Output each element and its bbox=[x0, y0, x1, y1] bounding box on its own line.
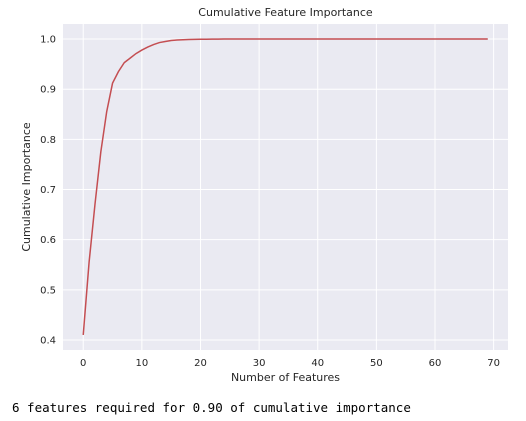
cumulative-importance-chart: 0 10 20 30 40 50 60 70 0.4 0.5 0.6 0.7 0.8 0.9 1.0 Cu… bbox=[20, 6, 508, 384]
y-tick-labels: 0.4 0.5 0.6 0.7 0.8 0.9 1.0 bbox=[40, 35, 56, 347]
cumulative-importance-line bbox=[82, 38, 488, 336]
y-tick-label: 0.9 bbox=[40, 85, 56, 96]
x-tick-label: 0 bbox=[80, 358, 86, 369]
y-tick-label: 0.4 bbox=[40, 335, 56, 346]
x-tick-label: 60 bbox=[429, 358, 442, 369]
y-tick-label: 0.7 bbox=[40, 185, 56, 196]
output-text: 6 features required for 0.90 of cumulati… bbox=[12, 400, 411, 415]
y-tick-label: 0.6 bbox=[40, 235, 56, 246]
x-tick-label: 70 bbox=[487, 358, 500, 369]
plot-background bbox=[63, 24, 508, 350]
x-axis-label: Number of Features bbox=[231, 371, 340, 384]
y-tick-label: 0.8 bbox=[40, 135, 56, 146]
y-grid bbox=[63, 38, 508, 341]
x-tick-label: 30 bbox=[253, 358, 266, 369]
x-tick-label: 40 bbox=[311, 358, 324, 369]
chart-title: Cumulative Feature Importance bbox=[198, 6, 373, 19]
x-tick-labels: 0 10 20 30 40 50 60 70 bbox=[80, 358, 500, 369]
y-tick-label: 0.5 bbox=[40, 285, 56, 296]
x-tick-label: 20 bbox=[194, 358, 207, 369]
y-tick-label: 1.0 bbox=[40, 35, 56, 46]
x-grid bbox=[82, 24, 495, 350]
y-axis-label: Cumulative Importance bbox=[20, 122, 33, 252]
x-tick-label: 10 bbox=[135, 358, 148, 369]
x-tick-label: 50 bbox=[370, 358, 383, 369]
